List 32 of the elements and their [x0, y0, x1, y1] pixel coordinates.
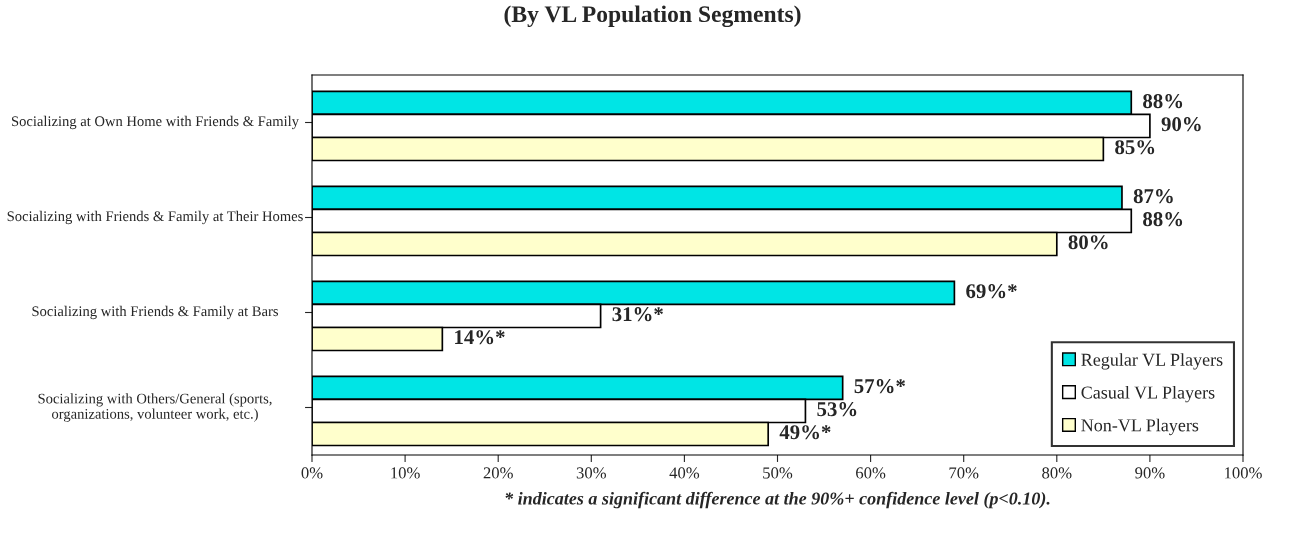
data-label: 14%*: [455, 330, 505, 345]
data-label: 53%: [817, 402, 857, 417]
data-label: 69%*: [966, 284, 1017, 299]
x-tick-label: 70%: [949, 467, 979, 479]
data-label: 31%*: [612, 307, 663, 322]
legend-label: Regular VL Players: [1081, 353, 1223, 370]
y-tick-label: Socializing at Own Home with Friends & Family: [11, 115, 299, 130]
chart-title: (By VL Population Segments): [504, 5, 801, 28]
y-tick-label: Socializing with Others/General (sports, organizations, volunteer work, etc.): [38, 393, 272, 422]
data-label: 88%: [1143, 212, 1183, 227]
y-tick-label: Socializing with Friends & Family at Their Homes: [7, 210, 303, 225]
x-tick-label: 10%: [391, 467, 420, 479]
data-label: 87%: [1133, 189, 1173, 204]
legend-label: Non-VL Players: [1081, 418, 1199, 436]
data-label: 49%*: [779, 425, 831, 440]
data-label: 57%*: [854, 379, 905, 394]
x-tick-label: 30%: [576, 467, 607, 479]
x-tick-label: 40%: [669, 467, 700, 479]
data-label: 90%: [1161, 117, 1201, 132]
x-tick-label: 60%: [856, 467, 886, 479]
x-tick-label: 50%: [763, 467, 793, 479]
text: * indicates a significant difference at the 90%+ confidence level (p<0.10).: [505, 491, 1050, 509]
data-label: 88%: [1143, 94, 1183, 109]
x-tick-label: 100%: [1225, 467, 1262, 479]
x-tick-label: 80%: [1042, 467, 1072, 479]
x-tick-label: 0%: [301, 467, 323, 479]
data-label: 85%: [1115, 140, 1155, 155]
y-tick-label: Socializing with Friends & Family at Bars: [32, 305, 279, 320]
legend-label: Casual VL Players: [1081, 385, 1215, 403]
x-tick-label: 20%: [483, 467, 513, 479]
data-label: 80%: [1068, 235, 1108, 250]
x-tick-label: 90%: [1135, 467, 1165, 479]
